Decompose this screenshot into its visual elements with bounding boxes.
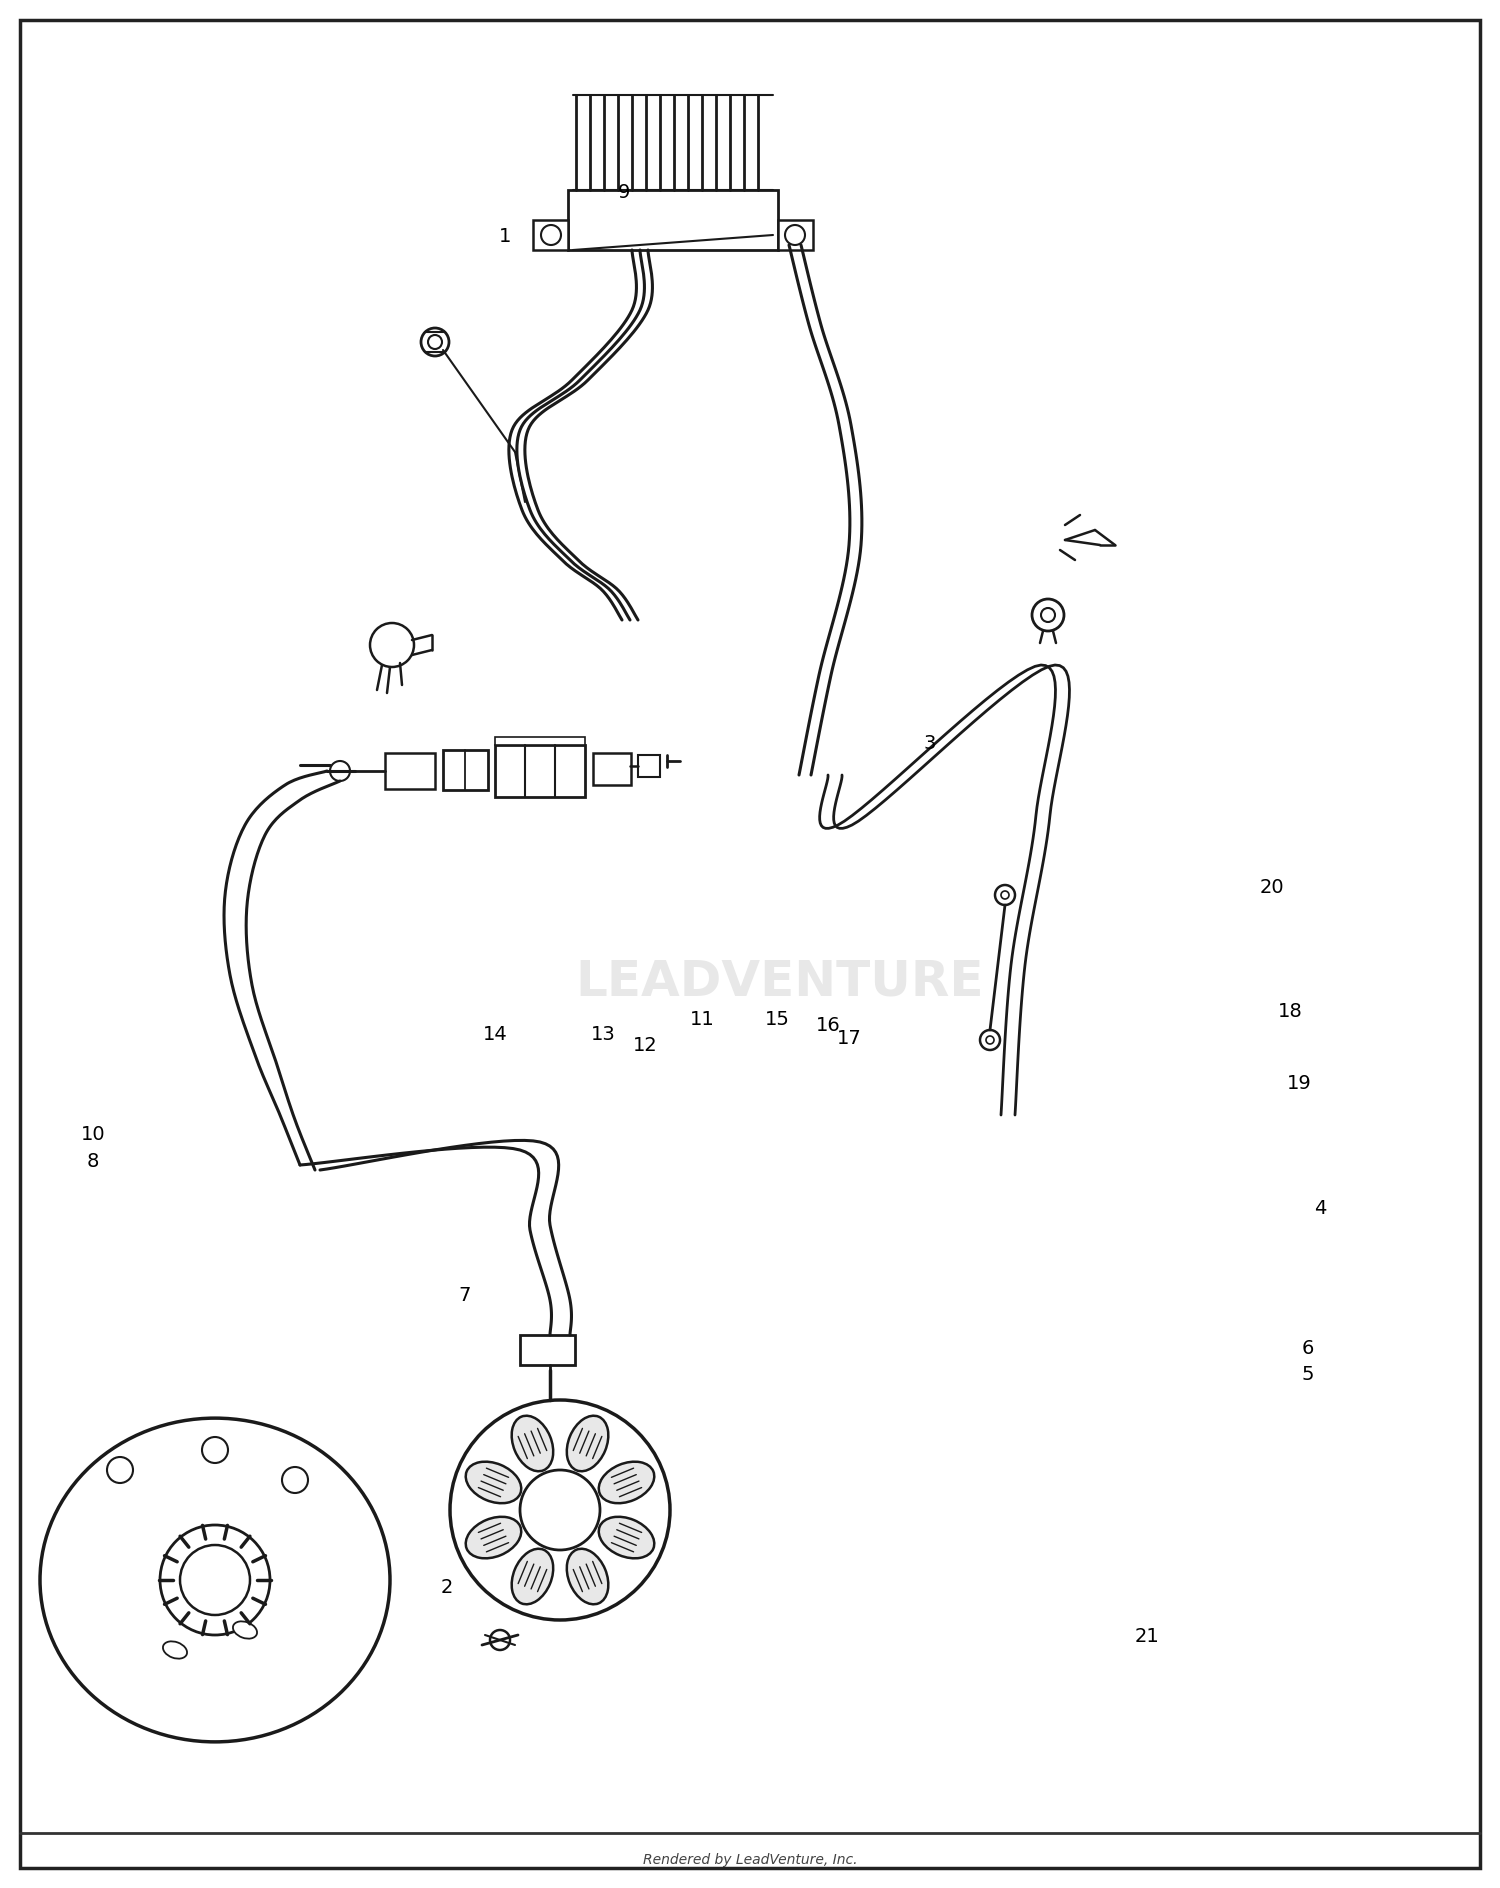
Bar <box>592 753 632 785</box>
Circle shape <box>106 1458 134 1482</box>
Bar <box>532 221 568 249</box>
Text: 9: 9 <box>618 183 630 202</box>
Text: 1: 1 <box>500 227 512 245</box>
Circle shape <box>450 1401 670 1620</box>
Circle shape <box>1032 598 1064 631</box>
Bar <box>520 1335 574 1365</box>
Text: 12: 12 <box>633 1037 657 1055</box>
Bar <box>386 753 435 789</box>
Bar <box>638 755 660 778</box>
Text: 18: 18 <box>1278 1003 1302 1021</box>
Circle shape <box>986 1037 994 1044</box>
Text: 4: 4 <box>1314 1199 1326 1218</box>
Circle shape <box>542 225 561 245</box>
Text: 14: 14 <box>483 1025 507 1044</box>
Text: 19: 19 <box>1287 1074 1311 1093</box>
Circle shape <box>490 1629 510 1650</box>
Circle shape <box>370 623 414 666</box>
Circle shape <box>282 1467 308 1493</box>
Circle shape <box>422 329 448 357</box>
Ellipse shape <box>598 1461 654 1503</box>
Text: 7: 7 <box>459 1286 471 1305</box>
Circle shape <box>180 1544 250 1614</box>
Text: 16: 16 <box>816 1016 840 1035</box>
Text: 10: 10 <box>81 1125 105 1144</box>
Circle shape <box>427 334 442 349</box>
Text: 3: 3 <box>924 734 936 753</box>
Text: 17: 17 <box>837 1029 861 1048</box>
Ellipse shape <box>512 1416 554 1471</box>
Ellipse shape <box>40 1418 390 1743</box>
Text: 13: 13 <box>591 1025 615 1044</box>
Circle shape <box>1000 891 1010 899</box>
Text: 8: 8 <box>87 1152 99 1171</box>
Circle shape <box>330 761 350 782</box>
Circle shape <box>520 1471 600 1550</box>
Text: 6: 6 <box>1302 1339 1314 1357</box>
Bar <box>495 736 585 746</box>
Bar <box>568 191 778 249</box>
Bar <box>442 750 488 789</box>
Text: 2: 2 <box>441 1578 453 1597</box>
Ellipse shape <box>567 1548 609 1605</box>
Text: 21: 21 <box>1136 1627 1160 1646</box>
Bar <box>495 746 585 797</box>
Bar <box>778 221 813 249</box>
Ellipse shape <box>164 1641 188 1660</box>
Ellipse shape <box>567 1416 609 1471</box>
Ellipse shape <box>465 1516 520 1558</box>
Text: 15: 15 <box>765 1010 789 1029</box>
Circle shape <box>160 1526 270 1635</box>
Circle shape <box>994 885 1016 904</box>
Text: Rendered by LeadVenture, Inc.: Rendered by LeadVenture, Inc. <box>642 1852 858 1867</box>
Circle shape <box>202 1437 228 1463</box>
Ellipse shape <box>465 1461 520 1503</box>
Circle shape <box>980 1031 1000 1050</box>
Ellipse shape <box>512 1548 554 1605</box>
Text: 11: 11 <box>690 1010 714 1029</box>
Text: 20: 20 <box>1260 878 1284 897</box>
Circle shape <box>784 225 806 245</box>
Text: LEADVENTURE: LEADVENTURE <box>576 957 984 1006</box>
Ellipse shape <box>232 1622 256 1639</box>
Ellipse shape <box>598 1516 654 1558</box>
Circle shape <box>1041 608 1054 621</box>
Text: 5: 5 <box>1302 1365 1314 1384</box>
